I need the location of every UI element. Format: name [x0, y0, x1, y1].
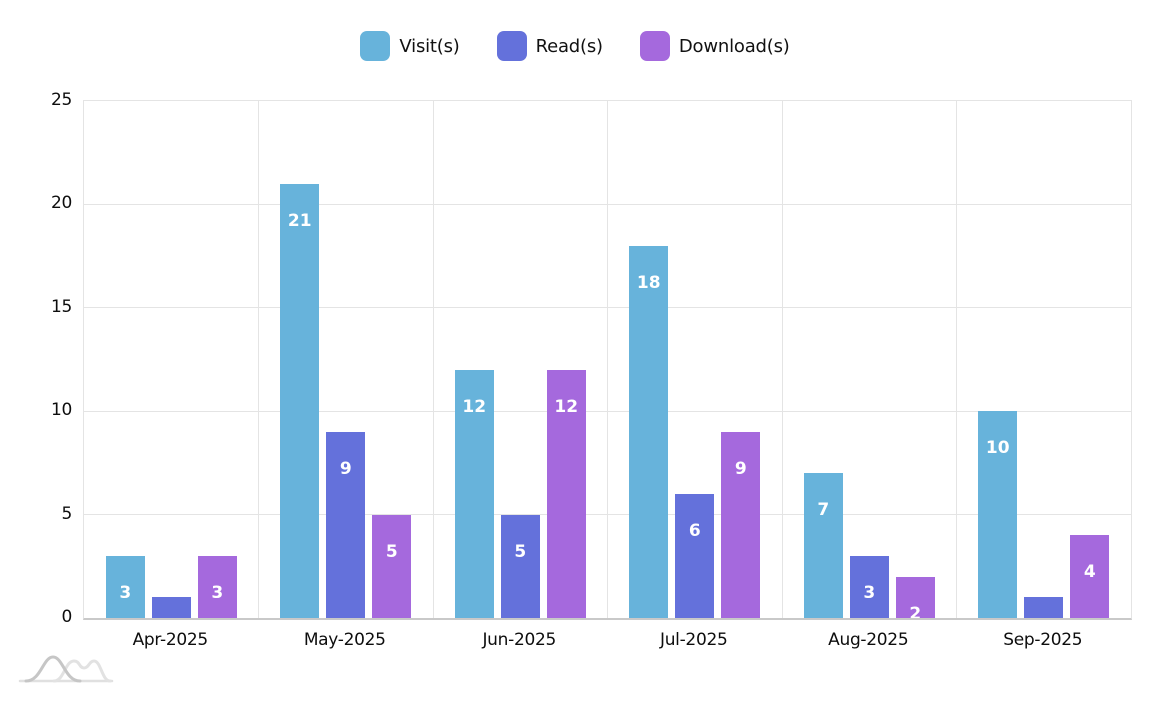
bar-downloads-Aug-2025[interactable]: 2 [895, 576, 935, 618]
x-axis-label-May-2025: May-2025 [303, 630, 386, 650]
y-axis-tick-label-25: 25 [50, 90, 72, 110]
y-axis-tick-label-5: 5 [61, 503, 72, 524]
bar-reads-Jul-2025[interactable]: 6 [675, 493, 715, 618]
bar-group-May-2025: 21 9 5 [259, 101, 434, 618]
x-axis-label-Apr-2025: Apr-2025 [132, 630, 209, 650]
bar-group-Aug-2025: 7 3 2 [782, 101, 957, 618]
bar-value-label: 7 [817, 500, 830, 521]
bar-value-label: 3 [863, 582, 876, 603]
bar-group-Jun-2025: 12 5 12 [433, 101, 608, 618]
bar-visits-Jun-2025[interactable]: 12 [454, 369, 494, 618]
watermark-overlapping-bell-curves-icon [18, 655, 114, 683]
visits-legend-swatch [360, 31, 391, 61]
bar-value-label: 10 [985, 438, 1010, 459]
bar-downloads-May-2025[interactable]: 5 [372, 514, 412, 618]
legend-item-reads[interactable]: Read(s) [496, 31, 603, 61]
v-gridline-2 [432, 101, 434, 618]
bar-reads-Jun-2025[interactable]: 5 [500, 514, 540, 618]
bar-group-Jul-2025: 18 6 9 [608, 101, 783, 618]
bar-downloads-Jun-2025[interactable]: 12 [546, 369, 586, 618]
downloads-legend-swatch [639, 31, 670, 61]
bar-downloads-Apr-2025[interactable]: 3 [197, 555, 237, 618]
bar-reads-May-2025[interactable]: 9 [326, 431, 366, 618]
bar-value-label: 9 [339, 458, 352, 479]
bar-reads-Aug-2025[interactable]: 3 [849, 555, 889, 618]
bar-value-label: 3 [211, 582, 224, 603]
bar-value-label: 12 [462, 396, 487, 417]
bar-group-Apr-2025: 313 [84, 101, 259, 618]
visits-legend-label: Visit(s) [399, 35, 460, 57]
v-gridline-5 [956, 101, 957, 618]
x-axis-label-Aug-2025: Aug-2025 [828, 630, 909, 650]
bar-downloads-Sep-2025[interactable]: 4 [1070, 535, 1110, 618]
y-axis-tick-label-20: 20 [50, 193, 72, 214]
x-axis-label-Jul-2025: Jul-2025 [659, 630, 728, 650]
y-axis-tick-label-15: 15 [50, 296, 72, 317]
bar-value-label: 4 [1083, 562, 1096, 583]
bar-visits-May-2025[interactable]: 21 [280, 183, 320, 618]
bar-visits-Apr-2025[interactable]: 3 [105, 555, 145, 618]
bar-value-label: 2 [909, 603, 922, 618]
bar-visits-Jul-2025[interactable]: 18 [629, 245, 669, 618]
bar-reads-Sep-2025[interactable]: 1 [1024, 597, 1064, 618]
bar-reads-Apr-2025[interactable]: 1 [151, 597, 191, 618]
plot-area: 31321951251218697321014 [83, 100, 1132, 620]
v-gridline-1 [258, 101, 259, 618]
v-gridline-3 [607, 101, 608, 618]
legend: Visit(s) Read(s) Download(s) [0, 31, 1150, 61]
y-axis-tick-label-0: 0 [61, 607, 72, 627]
bar-value-label: 6 [688, 520, 701, 541]
bar-downloads-Jul-2025[interactable]: 9 [721, 431, 761, 618]
bar-group-Sep-2025: 10 14 [957, 101, 1132, 618]
bar-value-label: 12 [554, 396, 579, 417]
bar-value-label: 9 [734, 458, 747, 479]
bar-value-label: 21 [287, 210, 312, 231]
downloads-legend-label: Download(s) [678, 35, 790, 57]
legend-item-visits[interactable]: Visit(s) [360, 31, 460, 61]
reads-legend-swatch [496, 31, 527, 61]
bar-value-label: 5 [385, 541, 398, 562]
bar-visits-Sep-2025[interactable]: 10 [978, 411, 1018, 618]
reads-legend-label: Read(s) [535, 35, 603, 57]
bar-value-label: 5 [514, 541, 527, 562]
legend-item-downloads[interactable]: Download(s) [639, 31, 790, 61]
x-axis-label-Jun-2025: Jun-2025 [482, 630, 557, 650]
v-gridline-4 [781, 101, 783, 618]
bar-visits-Aug-2025[interactable]: 7 [803, 473, 843, 618]
y-axis-tick-label-10: 10 [50, 400, 72, 421]
bar-value-label: 18 [636, 272, 661, 293]
x-axis-label-Sep-2025: Sep-2025 [1003, 630, 1083, 650]
bar-value-label: 3 [119, 582, 132, 603]
